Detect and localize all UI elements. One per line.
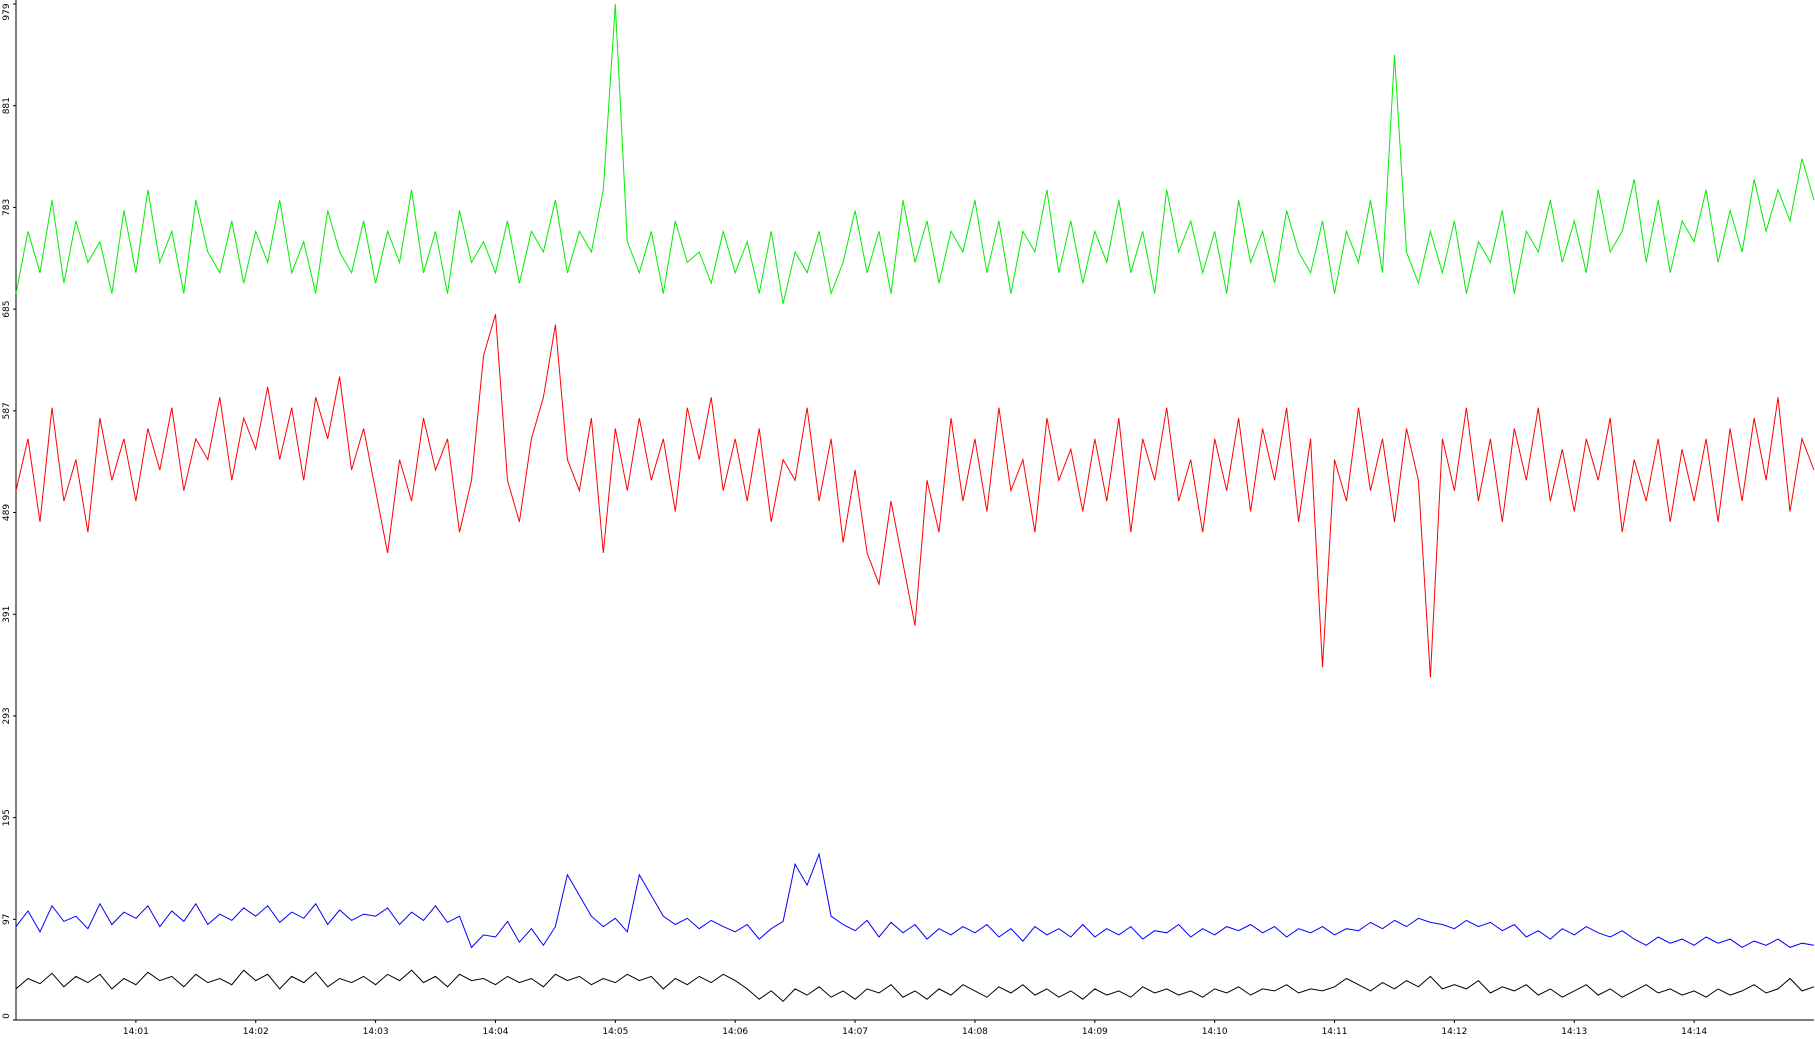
y-tick-label: 293 <box>2 707 12 724</box>
x-tick-label: 14:05 <box>602 1027 628 1037</box>
x-tick-label: 14:01 <box>123 1027 149 1037</box>
x-tick-label: 14:08 <box>962 1027 988 1037</box>
x-tick-label: 14:07 <box>842 1027 868 1037</box>
y-tick-label: 391 <box>2 606 12 623</box>
series-line <box>15 314 1815 678</box>
series-line <box>15 969 1815 1002</box>
x-tick-label: 14:06 <box>722 1027 748 1037</box>
series-line <box>15 852 1815 949</box>
y-tick-label: 881 <box>2 97 12 114</box>
x-tick-label: 14:09 <box>1082 1027 1108 1037</box>
y-tick-label: 0 <box>2 1013 12 1019</box>
y-tick-label: 195 <box>2 809 12 826</box>
x-tick-label: 14:13 <box>1561 1027 1587 1037</box>
x-tick-label: 14:10 <box>1202 1027 1228 1037</box>
y-tick-label: 685 <box>2 301 12 318</box>
y-tick-label: 587 <box>2 402 12 419</box>
x-tick-label: 14:12 <box>1441 1027 1467 1037</box>
y-tick-label: 979 <box>2 3 12 20</box>
y-tick-label: 97 <box>2 914 12 925</box>
x-tick-label: 14:04 <box>482 1027 508 1037</box>
x-tick-label: 14:02 <box>243 1027 269 1037</box>
y-tick-label: 489 <box>2 504 12 521</box>
y-tick-label: 783 <box>2 199 12 216</box>
x-tick-label: 14:03 <box>363 1027 389 1037</box>
x-tick-label: 14:11 <box>1322 1027 1348 1037</box>
x-tick-label: 14:14 <box>1681 1027 1707 1037</box>
series-line <box>15 3 1815 305</box>
